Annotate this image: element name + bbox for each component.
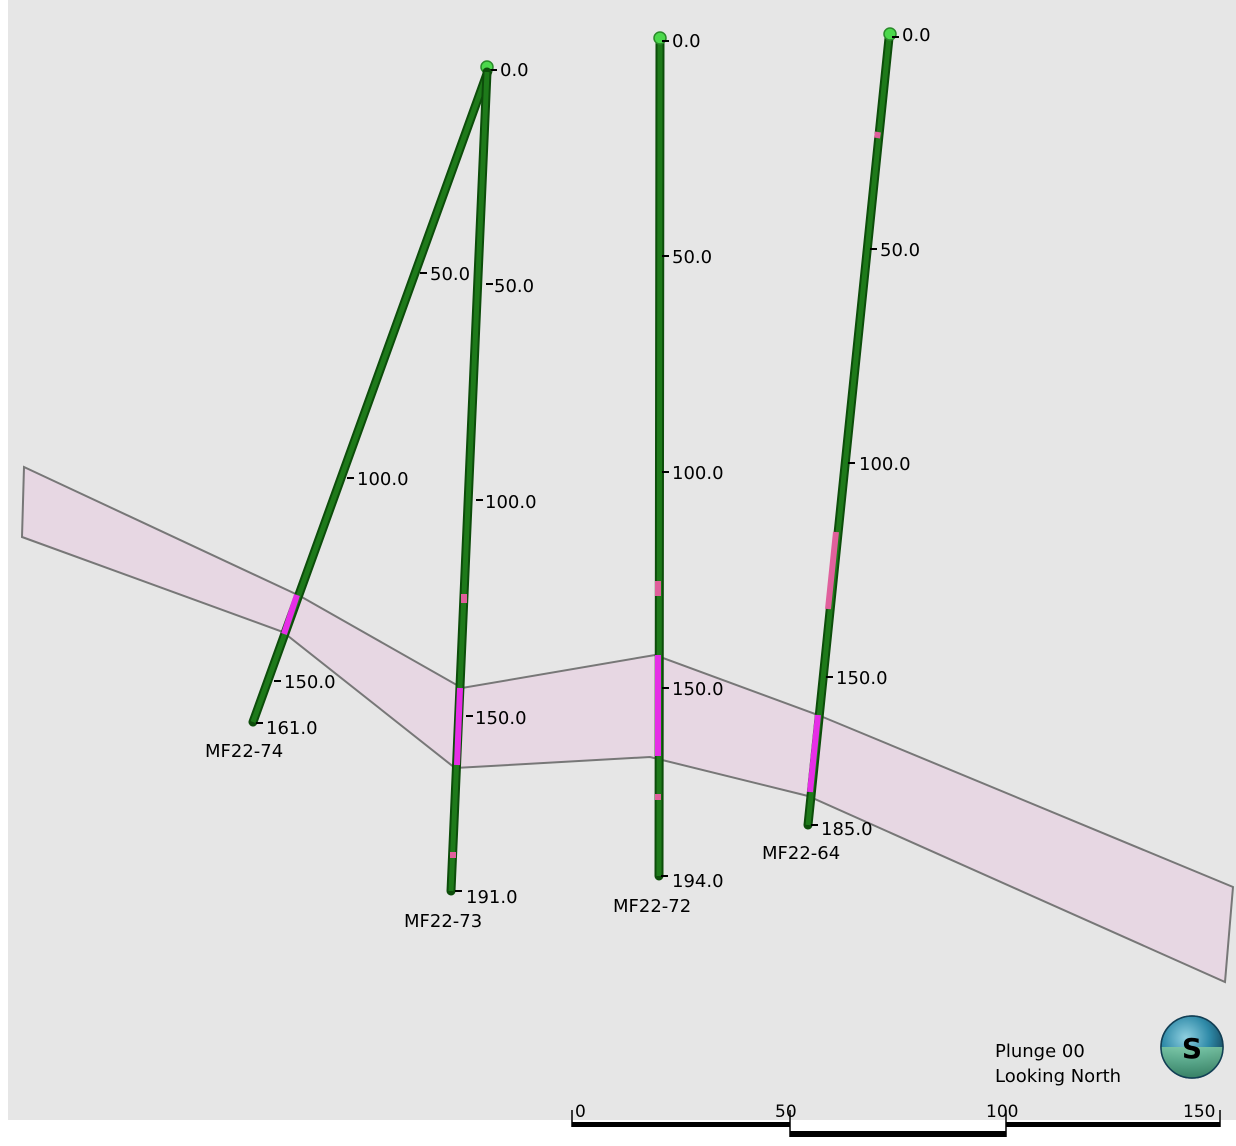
scale-tick-label: 0 [575, 1102, 586, 1122]
orientation-compass-icon[interactable]: S [1160, 1015, 1224, 1079]
drillhole-mf22-72[interactable]: 0.0 50.0 100.0 150.0 194.0 MF22-72 [613, 31, 724, 917]
depth-label: 50.0 [430, 264, 470, 285]
collar-marker [653, 31, 667, 45]
depth-label: 0.0 [902, 25, 931, 46]
depth-label: 185.0 [821, 819, 873, 840]
intercept-segment [825, 531, 839, 610]
intercept-segment [454, 687, 463, 766]
drillhole-mf22-64[interactable]: 0.0 50.0 100.0 150.0 185.0 MF22-64 [762, 25, 931, 864]
depth-label: 150.0 [475, 708, 527, 729]
depth-label: 191.0 [466, 887, 518, 908]
hole-name-label: MF22-72 [613, 896, 691, 917]
depth-label: 100.0 [357, 469, 409, 490]
scale-tick-label: 100 [986, 1102, 1018, 1122]
depth-label: 150.0 [836, 668, 888, 689]
depth-label: 150.0 [672, 679, 724, 700]
drillhole-mf22-73[interactable]: 50.0 100.0 150.0 191.0 MF22-73 [404, 67, 537, 932]
depth-label: 50.0 [672, 247, 712, 268]
hole-name-label: MF22-64 [762, 843, 840, 864]
hole-name-label: MF22-73 [404, 911, 482, 932]
compass-letter: S [1182, 1032, 1202, 1065]
intercept-segment [281, 594, 300, 635]
depth-label: 0.0 [672, 31, 701, 52]
intercept-segment [807, 714, 821, 793]
depth-label: 50.0 [880, 240, 920, 261]
scale-tick-label: 50 [775, 1102, 797, 1122]
depth-label: 100.0 [672, 463, 724, 484]
plunge-label: Plunge 00 [995, 1041, 1085, 1062]
scale-bar: 0 50 100 150 [571, 1102, 1221, 1137]
depth-label: 161.0 [266, 718, 318, 739]
depth-label: 100.0 [859, 454, 911, 475]
drillhole-mf22-74[interactable]: 0.0 50.0 100.0 150.0 161.0 MF22-74 [205, 60, 529, 762]
depth-label: 194.0 [672, 871, 724, 892]
looking-direction-label: Looking North [995, 1066, 1121, 1087]
depth-label: 150.0 [284, 672, 336, 693]
depth-label: 50.0 [494, 276, 534, 297]
collar-marker [883, 27, 897, 41]
intercept-segment [874, 131, 881, 139]
scale-tick-label: 150 [1183, 1102, 1215, 1122]
hole-name-label: MF22-74 [205, 741, 283, 762]
depth-label: 0.0 [500, 60, 529, 81]
depth-label: 100.0 [485, 492, 537, 513]
